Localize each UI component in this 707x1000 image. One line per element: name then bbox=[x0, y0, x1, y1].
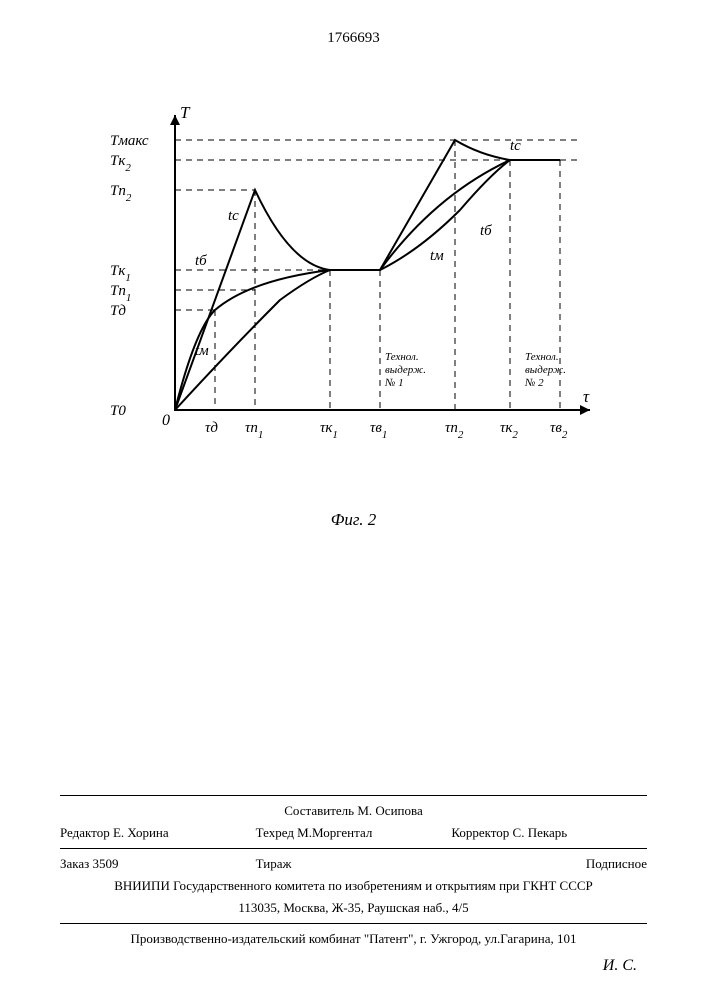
svg-text:τв2: τв2 bbox=[550, 420, 568, 441]
signature: И. С. bbox=[603, 957, 637, 975]
svg-text:tс: tс bbox=[510, 138, 521, 154]
page-number: 1766693 bbox=[0, 30, 707, 47]
svg-text:τк2: τк2 bbox=[500, 420, 518, 441]
svg-text:tб: tб bbox=[195, 253, 207, 269]
y-axis-label: T bbox=[180, 103, 191, 122]
x-axis-label: τ bbox=[583, 387, 590, 406]
figure-caption: Фиг. 2 bbox=[0, 510, 707, 530]
subscription: Подписное bbox=[451, 856, 647, 872]
figure: T τ 0 Tмакс Tк2 Tп2 Tк1Tп1Tд T0 τд τп1 τк1 τв1 τ… bbox=[80, 100, 640, 500]
editor: Редактор Е. Хорина bbox=[60, 825, 256, 841]
svg-text:Tк1: Tк1 bbox=[110, 263, 131, 284]
svg-text:tм: tм bbox=[430, 248, 444, 264]
svg-text:tс: tс bbox=[228, 208, 239, 224]
org1: ВНИИПИ Государственного комитета по изоб… bbox=[60, 875, 647, 897]
svg-text:τк1: τк1 bbox=[320, 420, 338, 441]
svg-text:Tп2: Tп2 bbox=[110, 183, 132, 204]
svg-text:tб: tб bbox=[480, 223, 492, 239]
techred: Техред М.Моргентал bbox=[256, 825, 452, 841]
prod: Производственно-издательский комбинат "П… bbox=[60, 928, 647, 950]
svg-text:τв1: τв1 bbox=[370, 420, 387, 441]
svg-text:Tп1: Tп1 bbox=[110, 283, 131, 304]
svg-text:Tк2: Tк2 bbox=[110, 153, 131, 174]
svg-text:Технол.выдерж.№ 1: Технол.выдерж.№ 1 bbox=[384, 351, 426, 389]
svg-text:τп1: τп1 bbox=[245, 420, 263, 441]
corrector: Корректор С. Пекарь bbox=[451, 825, 647, 841]
svg-text:τд: τд bbox=[205, 420, 218, 436]
org2: 113035, Москва, Ж-35, Раушская наб., 4/5 bbox=[60, 897, 647, 919]
svg-text:τп2: τп2 bbox=[445, 420, 464, 441]
order: Заказ 3509 bbox=[60, 856, 256, 872]
footer: Составитель М. Осипова Редактор Е. Хорин… bbox=[60, 791, 647, 950]
svg-text:Tд: Tд bbox=[110, 303, 126, 319]
svg-text:Tмакс: Tмакс bbox=[110, 133, 149, 149]
compiler: Составитель М. Осипова bbox=[60, 800, 647, 822]
chart-svg: T τ 0 Tмакс Tк2 Tп2 Tк1Tп1Tд T0 τд τп1 τк1 τв1 τ… bbox=[80, 100, 640, 500]
tirage: Тираж bbox=[256, 856, 452, 872]
origin-label: 0 bbox=[162, 412, 170, 429]
svg-text:tм: tм bbox=[195, 343, 209, 359]
svg-text:T0: T0 bbox=[110, 403, 126, 419]
